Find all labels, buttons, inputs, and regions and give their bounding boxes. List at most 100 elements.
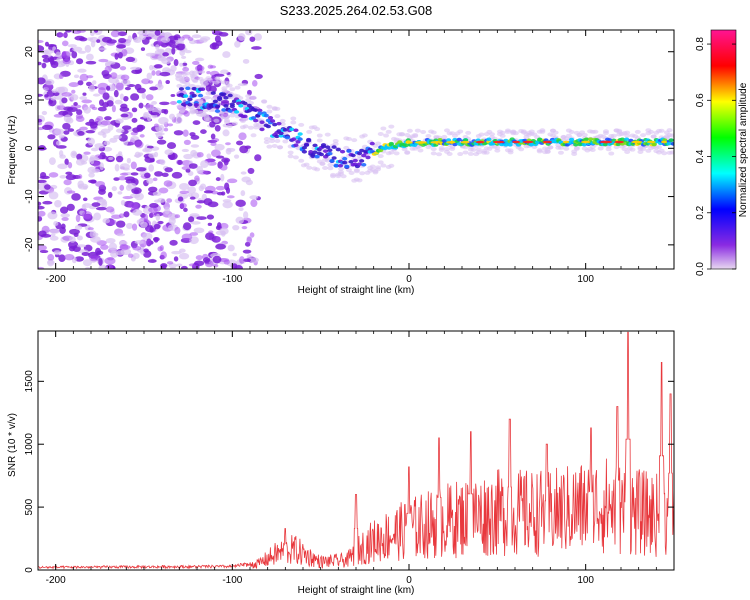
- spectrogram-ridge-blob: [263, 113, 269, 118]
- spectrogram-noise-blob: [214, 143, 225, 151]
- spectrogram-ridge-blob: [356, 162, 363, 166]
- spectrogram-noise-blob: [221, 157, 231, 163]
- spectrogram-noise-blob: [176, 263, 183, 267]
- spectrogram-noise-blob: [149, 64, 154, 71]
- snr-xtick-label: 0: [406, 575, 412, 586]
- spectrogram-halo-blob: [319, 161, 326, 166]
- spectrogram-halo-blob: [414, 128, 421, 133]
- spectrogram-noise-blob: [238, 207, 244, 212]
- spectrogram-noise-blob: [77, 174, 83, 180]
- spectrogram-noise-blob: [119, 184, 125, 191]
- spectrogram-ridge-blob: [284, 135, 291, 140]
- snr-line-group: [38, 331, 674, 570]
- spectrogram-noise-blob: [77, 68, 87, 73]
- spectrogram-noise-blob: [251, 80, 258, 87]
- spectrogram-noise-blob: [118, 38, 127, 44]
- spectrogram-noise-blob: [121, 79, 131, 86]
- spectrogram-halo-blob: [380, 126, 387, 131]
- spectrogram-noise-blob: [81, 99, 93, 104]
- spectrogram-halo-blob: [467, 151, 474, 156]
- spectrogram-ridge-blob: [270, 119, 276, 123]
- spectrogram-noise-blob: [61, 40, 69, 47]
- spectrogram-ridge-blob: [352, 158, 358, 163]
- spectrogram-noise-blob: [97, 106, 107, 112]
- spectrogram-noise-blob: [104, 257, 116, 265]
- spectrogram-noise-blob: [129, 66, 141, 71]
- spectrogram-halo-blob: [356, 178, 363, 183]
- spectrogram-noise-blob: [123, 211, 130, 218]
- spectrogram-noise-blob: [53, 113, 64, 118]
- spectrogram-noise-blob: [244, 145, 252, 149]
- spectrogram-noise-blob: [115, 220, 126, 228]
- spectrogram-noise-blob: [232, 224, 240, 231]
- spectrogram-noise-blob: [38, 93, 44, 97]
- spectrogram-noise-blob: [100, 244, 109, 250]
- spectrogram-noise-blob: [245, 30, 253, 36]
- spectrogram-noise-blob: [65, 30, 72, 33]
- spectrogram-noise-blob: [211, 30, 220, 34]
- spectrogram-halo-blob: [290, 120, 297, 125]
- spectrogram-noise-blob: [246, 254, 252, 260]
- spectrogram-halo-blob: [372, 170, 379, 175]
- spectrogram-halo-blob: [650, 134, 657, 139]
- spectrogram-noise-blob: [98, 58, 109, 63]
- spectrogram-noise-blob: [58, 73, 64, 80]
- spectrogram-noise-blob: [225, 142, 231, 146]
- spectrogram-noise-blob: [59, 226, 66, 234]
- spectrogram-noise-blob: [122, 196, 133, 200]
- spectrogram-noise-blob: [38, 61, 42, 66]
- spectrogram-noise-blob: [152, 191, 162, 197]
- spectrogram-halo-blob: [377, 154, 384, 159]
- spectrogram-noise-blob: [111, 104, 116, 113]
- spectrogram-noise-blob: [38, 210, 46, 217]
- spectrogram-ytick-label: -20: [24, 237, 35, 252]
- spectrogram-noise-blob: [216, 222, 222, 229]
- spectrogram-ridge-blob: [221, 92, 227, 97]
- spectrogram-halo-blob: [457, 129, 464, 134]
- spectrogram-halo-blob: [292, 155, 299, 160]
- spectrogram-halo-blob: [184, 77, 191, 82]
- spectrogram-noise-blob: [131, 117, 138, 123]
- spectrogram-noise-blob: [38, 45, 45, 53]
- spectrogram-noise-blob: [96, 39, 101, 43]
- spectrogram-noise-blob: [49, 235, 59, 241]
- spectrogram-ridge-blob: [197, 93, 204, 98]
- spectrogram-ridge-blob: [274, 134, 280, 139]
- spectrogram-halo-blob: [287, 150, 294, 155]
- spectrogram-ridge-blob: [320, 144, 327, 149]
- spectrogram-noise-blob: [226, 178, 238, 184]
- spectrogram-noise-blob: [75, 113, 84, 119]
- spectrogram-noise-blob: [138, 102, 144, 109]
- spectrogram-noise-blob: [216, 236, 221, 243]
- spectrogram-noise-blob: [54, 128, 65, 135]
- spectrogram-noise-blob: [143, 248, 149, 253]
- spectrogram-noise-blob: [169, 101, 177, 105]
- spectrogram-halo-blob: [298, 122, 305, 127]
- spectrogram-ridge-blob: [191, 93, 197, 98]
- spectrogram-halo-blob: [356, 154, 363, 159]
- spectrogram-noise-blob: [77, 180, 85, 189]
- spectrogram-noise-blob: [113, 89, 119, 98]
- spectrogram-noise-blob: [167, 123, 174, 127]
- spectrogram-noise-blob: [119, 172, 129, 176]
- spectrogram-noise-blob: [60, 213, 71, 218]
- spectrogram-noise-blob: [93, 212, 101, 221]
- spectrogram-noise-blob: [158, 116, 169, 125]
- spectrogram-noise-blob: [162, 52, 169, 57]
- spectrogram-noise-blob: [111, 186, 118, 192]
- spectrogram-halo-blob: [345, 136, 352, 141]
- spectrogram-noise-blob: [53, 220, 59, 227]
- spectrogram-halo-blob: [425, 134, 432, 139]
- spectrogram-noise-blob: [227, 244, 235, 252]
- spectrogram-noise-blob: [175, 43, 185, 51]
- spectrogram-halo-blob: [430, 147, 437, 152]
- spectrogram-halo-blob: [261, 99, 268, 104]
- spectrogram-noise-blob: [160, 251, 167, 259]
- spectrogram-ridge-blob: [210, 91, 216, 95]
- spectrogram-noise-blob: [38, 39, 44, 44]
- colorbar-frame: [710, 29, 737, 270]
- spectrogram-noise-blob: [235, 216, 245, 224]
- figure-title: S233.2025.264.02.53.G08: [280, 3, 433, 18]
- spectrogram-noise-blob: [120, 103, 128, 109]
